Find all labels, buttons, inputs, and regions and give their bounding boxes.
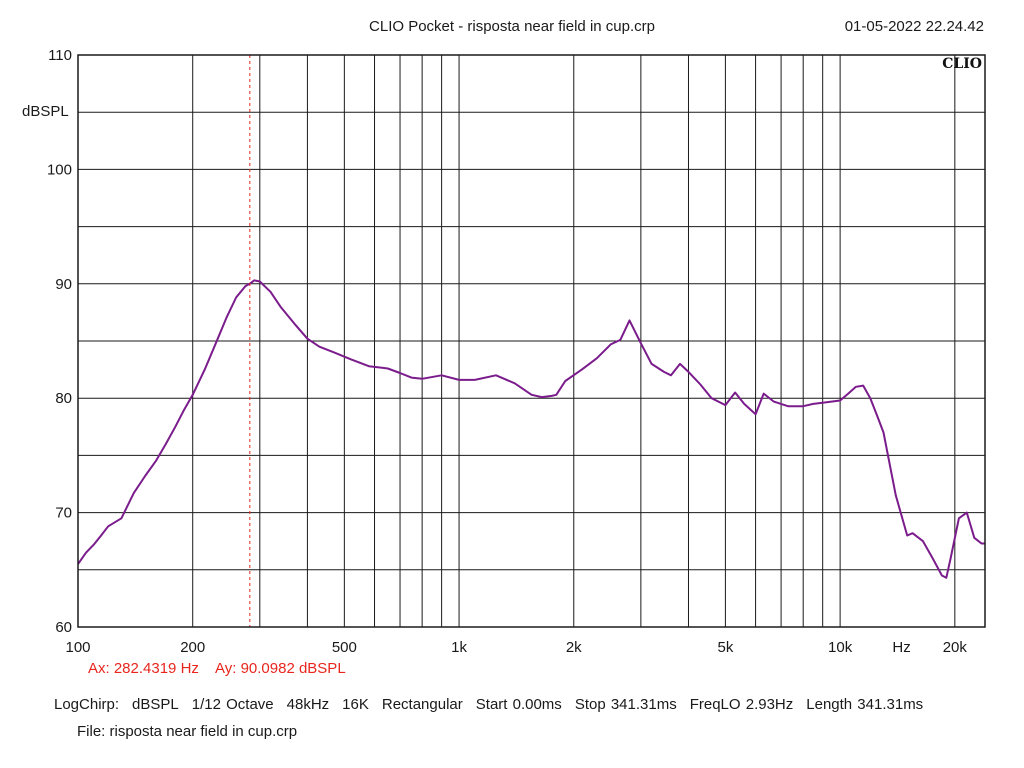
timestamp: 01-05-2022 22.24.42 xyxy=(844,18,984,35)
y-tick-label: 100 xyxy=(47,161,72,178)
x-tick-label: 20k xyxy=(943,639,968,656)
y-tick-label: 110 xyxy=(48,47,72,64)
cursor-x-readout: Ax: 282.4319 Hz xyxy=(88,660,199,677)
settings-item: 1/12 Octave xyxy=(191,696,274,713)
settings-item: 48kHz xyxy=(286,696,330,713)
y-tick-label: 70 xyxy=(55,505,72,522)
x-tick-label: 5k xyxy=(717,639,733,656)
clio-logo: CLIO xyxy=(942,56,982,72)
settings-item: Start 0.00ms xyxy=(475,696,562,713)
x-tick-label: 1k xyxy=(451,639,467,656)
response-curve xyxy=(77,279,985,579)
settings-item: 16K xyxy=(342,696,369,713)
tick-labels: 100 200 500 1k 2k 5k 10k 20k Hz 60 70 80 90 100 110 xyxy=(47,47,967,656)
settings-item: Rectangular xyxy=(381,696,463,713)
settings-item: LogChirp: xyxy=(54,696,120,713)
x-tick-label: 2k xyxy=(566,639,582,656)
settings-item: Length 341.31ms xyxy=(806,696,924,713)
x-tick-label: 10k xyxy=(828,639,853,656)
settings-item: dBSPL xyxy=(132,696,179,713)
settings-item: FreqLO 2.93Hz xyxy=(689,696,794,713)
measurement-settings: LogChirp: dBSPL 1/12 Octave 48kHz 16K Rectang… xyxy=(54,696,936,713)
frequency-response-chart: 100 200 500 1k 2k 5k 10k 20k Hz 60 70 80 90 100 110 CL… xyxy=(47,47,986,656)
y-axis-label: dBSPL xyxy=(22,103,69,121)
grid xyxy=(78,55,985,627)
y-tick-label: 80 xyxy=(55,390,72,407)
x-unit-label: Hz xyxy=(892,639,910,656)
chart-title: CLIO Pocket - risposta near field in cup… xyxy=(369,18,655,35)
file-name: File: risposta near field in cup.crp xyxy=(77,723,298,740)
y-tick-label: 60 xyxy=(55,619,72,636)
settings-item: Stop 341.31ms xyxy=(574,696,677,713)
y-tick-label: 90 xyxy=(55,276,72,293)
plot-frame xyxy=(77,54,986,628)
x-tick-label: 500 xyxy=(332,639,357,656)
cursor-y-readout: Ay: 90.0982 dBSPL xyxy=(215,660,346,677)
x-tick-label: 100 xyxy=(65,639,90,656)
x-tick-label: 200 xyxy=(180,639,205,656)
